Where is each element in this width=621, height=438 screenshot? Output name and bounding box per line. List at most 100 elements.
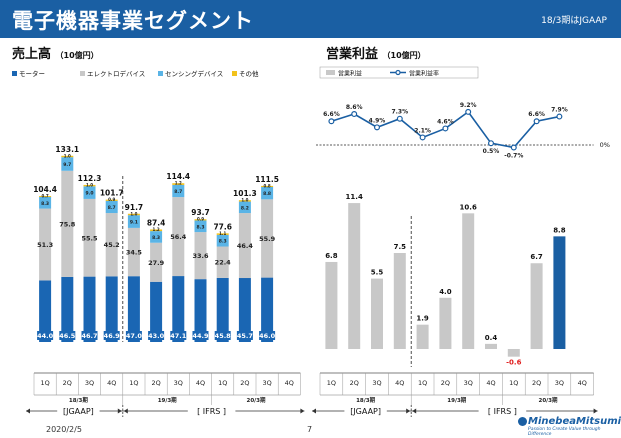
arrow-right-icon	[406, 408, 411, 414]
bar-segment	[172, 183, 185, 185]
category-label: 2Q	[151, 379, 160, 387]
category-label: 1Q	[327, 379, 336, 387]
data-label: 47.1	[170, 332, 187, 340]
data-label: 9.0	[86, 191, 94, 197]
arrow-right-icon	[593, 408, 598, 414]
data-label: 6.7	[530, 253, 543, 261]
category-label: 1Q	[40, 379, 49, 387]
value-label-bg	[148, 331, 165, 340]
margin-point	[533, 118, 540, 125]
data-label: 75.8	[59, 220, 76, 228]
legend-swatch	[158, 71, 163, 76]
bar-segment	[61, 157, 74, 171]
data-label: 0.7	[42, 193, 49, 198]
arrow-left-icon	[312, 408, 316, 414]
bar-segment	[150, 242, 163, 282]
fiscal-year-label: 20/3期	[539, 396, 558, 404]
margin-point	[328, 118, 335, 125]
total-label: 133.1	[55, 145, 79, 154]
legend-label: その他	[239, 69, 259, 78]
margin-label: 0.5%	[483, 148, 500, 155]
margin-label: 9.2%	[460, 102, 477, 109]
accounting-standard-label: [ IFRS ]	[488, 407, 517, 416]
bar-segment	[83, 186, 96, 199]
total-label: 77.6	[213, 222, 232, 231]
data-label: 43.0	[148, 332, 165, 340]
value-label-bg	[236, 331, 253, 340]
total-label: 101.7	[100, 189, 124, 198]
margin-point	[373, 124, 380, 131]
arrow-right-icon	[117, 408, 122, 414]
bar-segment	[238, 200, 251, 202]
value-label-bg	[125, 331, 142, 340]
logo-mark-icon	[518, 417, 527, 426]
value-label-bg	[214, 331, 231, 340]
total-label: 91.7	[125, 203, 144, 212]
data-label: 1.0	[86, 182, 93, 187]
profit-unit: （10億円）	[382, 51, 426, 60]
bar-segment	[150, 229, 163, 232]
fiscal-year-label: 18/3期	[356, 396, 375, 404]
bar-segment	[238, 201, 251, 214]
standard-label-bg	[478, 406, 527, 416]
fiscal-year-label: 18/3期	[69, 396, 88, 404]
margin-label: 6.6%	[528, 111, 545, 118]
data-label: 0.9	[197, 217, 204, 222]
data-label: 1.2	[175, 181, 182, 186]
profit-bar	[416, 324, 429, 349]
bar-segment	[105, 200, 118, 214]
bar-segment	[39, 208, 52, 281]
bar-segment	[39, 195, 52, 197]
page-number: 7	[307, 425, 313, 434]
data-label: 1.9	[416, 315, 429, 323]
category-label: 2Q	[240, 379, 249, 387]
profit-bar	[325, 261, 338, 349]
data-label: 45.8	[215, 332, 232, 340]
bar-segment	[127, 227, 140, 277]
total-label: 114.4	[166, 172, 190, 181]
value-label-bg	[259, 331, 276, 340]
bar-segment	[172, 276, 185, 342]
sales-section-title: 売上高 （10億円）	[12, 43, 99, 62]
total-label: 101.3	[233, 189, 257, 198]
bar-segment	[127, 276, 140, 342]
profit-bar	[485, 343, 497, 349]
category-label: 4Q	[578, 379, 587, 387]
accounting-standard-label: [JGAAP]	[350, 407, 381, 416]
page-title: 電子機器事業セグメント	[12, 9, 254, 33]
data-label: 44.0	[37, 332, 54, 340]
bar-segment	[83, 198, 96, 277]
category-label: 4Q	[285, 379, 294, 387]
standard-label-bg	[57, 406, 100, 416]
value-label-bg	[37, 331, 54, 340]
arrow-right-icon	[300, 408, 305, 414]
data-label: 0.8	[264, 183, 271, 188]
bar-segment	[172, 197, 185, 277]
bar-segment	[150, 231, 163, 243]
fiscal-year-label: 20/3期	[247, 396, 266, 404]
bar-segment	[61, 276, 74, 342]
margin-point	[396, 115, 403, 122]
bar-segment	[238, 278, 251, 342]
category-label: 2Q	[350, 379, 359, 387]
data-label: 8.7	[108, 205, 116, 211]
data-label: 27.9	[148, 259, 165, 267]
margin-point	[351, 111, 358, 118]
data-label: 22.4	[215, 259, 232, 267]
value-label-bg	[59, 331, 76, 340]
legend-swatch	[232, 71, 237, 76]
data-label: 8.3	[41, 201, 49, 207]
margin-point	[556, 113, 563, 120]
data-label: 8.8	[263, 191, 271, 197]
category-label: 1Q	[129, 379, 138, 387]
fiscal-year-label: 19/3期	[447, 396, 466, 404]
legend-marker	[395, 69, 401, 76]
margin-label: 8.6%	[346, 104, 363, 111]
data-label: 9.1	[130, 220, 138, 226]
accounting-note: 18/3期はJGAAP	[541, 16, 607, 26]
profit-bar	[553, 236, 566, 349]
category-label: 1Q	[218, 379, 227, 387]
total-label: 87.4	[147, 218, 166, 227]
profit-bar	[348, 203, 361, 349]
data-label: 55.9	[259, 235, 276, 243]
